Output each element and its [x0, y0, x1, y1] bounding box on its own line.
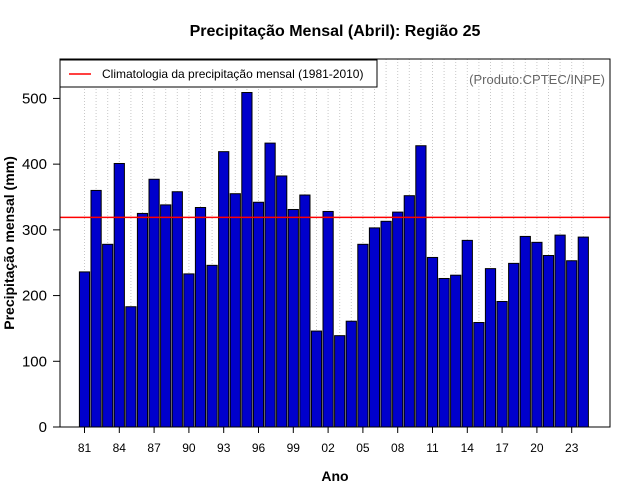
x-tick-label-08: 08 [391, 441, 405, 455]
bar-1992 [206, 264, 218, 428]
bar-2002 [322, 210, 334, 428]
bar-1983 [102, 243, 114, 428]
bar-1986 [136, 212, 149, 428]
x-tick-label-23: 23 [565, 441, 579, 455]
bar-1987 [148, 178, 160, 428]
bars [78, 92, 589, 428]
y-tick-label-0: 0 [39, 419, 47, 436]
x-tick-label-20: 20 [530, 441, 544, 455]
bar-2005 [357, 243, 369, 428]
bar-1998 [276, 175, 288, 428]
bar-2000 [299, 194, 311, 428]
x-tick-label-84: 84 [113, 441, 127, 455]
bar-2013 [450, 274, 462, 428]
bar-2021 [542, 254, 555, 428]
bar-1988 [160, 204, 172, 428]
x-tick-label-11: 11 [426, 441, 439, 455]
bar-1999 [287, 208, 299, 428]
bar-2011 [426, 256, 439, 428]
bar-2016 [484, 268, 497, 428]
x-tick-label-99: 99 [287, 441, 301, 455]
bar-1981 [78, 271, 91, 428]
bar-1985 [125, 306, 137, 428]
bar-2023 [566, 260, 578, 428]
x-tick-label-93: 93 [217, 441, 231, 455]
bar-2020 [531, 241, 543, 428]
y-tick-label-200: 200 [22, 288, 47, 305]
legend-label-climatology: Climatologia da precipitação mensal (198… [102, 67, 363, 81]
x-tick-label-81: 81 [78, 441, 92, 455]
bar-2014 [461, 239, 473, 428]
x-tick-label-96: 96 [252, 441, 266, 455]
bar-2015 [473, 322, 485, 428]
x-axis-label: Ano [321, 468, 348, 484]
bar-2018 [508, 262, 520, 428]
bar-1996 [252, 201, 265, 428]
bar-1984 [113, 162, 125, 428]
y-tick-label-100: 100 [22, 353, 47, 370]
bar-2006 [368, 227, 381, 428]
legend-box [59, 59, 378, 88]
bar-2009 [403, 195, 415, 428]
y-tick-label-400: 400 [22, 156, 47, 173]
x-tick-label-17: 17 [495, 441, 509, 455]
bar-1990 [183, 273, 195, 428]
bar-2004 [345, 320, 357, 428]
legend: Climatologia da precipitação mensal (198… [59, 59, 378, 88]
bar-2003 [334, 335, 346, 428]
bar-2008 [392, 211, 404, 428]
y-axis: 0 100 200 300 400 500 [22, 90, 60, 436]
bar-2001 [310, 330, 323, 428]
bar-2022 [554, 234, 566, 428]
y-tick-label-300: 300 [22, 222, 47, 239]
y-tick-label-500: 500 [22, 90, 47, 107]
source-label: (Produto:CPTEC/INPE) [469, 72, 605, 87]
x-tick-label-02: 02 [321, 441, 335, 455]
bar-2019 [519, 235, 531, 428]
bar-1982 [90, 189, 102, 428]
bar-2012 [438, 277, 450, 428]
x-tick-label-87: 87 [147, 441, 161, 455]
bar-1995 [241, 92, 253, 428]
x-tick-label-05: 05 [356, 441, 370, 455]
x-tick-label-14: 14 [461, 441, 475, 455]
bar-2007 [380, 220, 392, 428]
bar-1991 [194, 207, 207, 428]
bar-2010 [415, 145, 427, 428]
bar-1993 [218, 151, 230, 428]
bar-1994 [229, 193, 241, 428]
y-axis-label: Precipitação mensal (mm) [1, 156, 17, 330]
x-axis: 81 84 87 90 93 96 99 02 05 08 11 14 17 20 23 [78, 427, 579, 455]
bar-1997 [264, 142, 276, 428]
bar-2024 [577, 236, 589, 428]
bar-2017 [496, 300, 508, 428]
x-tick-label-90: 90 [182, 441, 196, 455]
plot-frame [59, 58, 611, 428]
chart-title: Precipitação Mensal (Abril): Região 25 [190, 23, 481, 40]
bar-1989 [171, 191, 183, 428]
